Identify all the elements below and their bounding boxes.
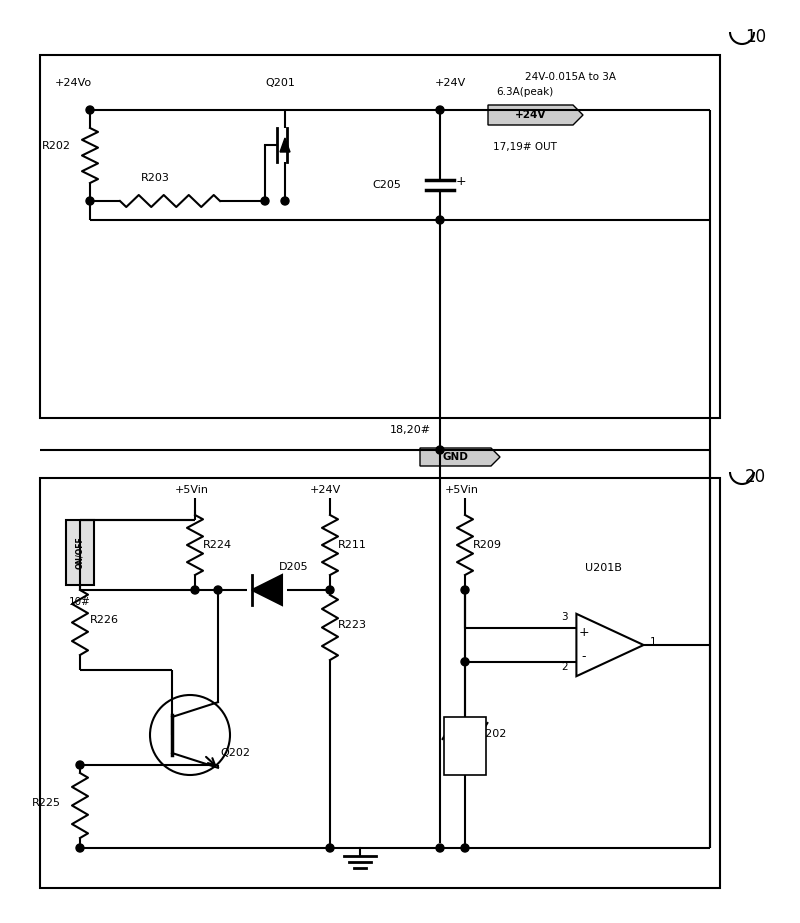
Text: R202: R202 — [42, 141, 71, 151]
Circle shape — [86, 106, 94, 114]
Text: R209: R209 — [473, 540, 502, 550]
Circle shape — [436, 446, 444, 454]
Circle shape — [436, 106, 444, 114]
Text: R224: R224 — [203, 540, 232, 550]
Circle shape — [436, 844, 444, 852]
Circle shape — [436, 216, 444, 224]
Text: R203: R203 — [141, 173, 170, 183]
Text: -: - — [582, 651, 586, 664]
Text: 18,20#: 18,20# — [390, 425, 431, 435]
Text: 1: 1 — [650, 637, 657, 647]
Bar — [444, 717, 486, 775]
Text: C205: C205 — [372, 180, 401, 190]
Circle shape — [76, 844, 84, 852]
Bar — [40, 55, 720, 418]
Text: 10: 10 — [745, 28, 766, 46]
Text: Q201: Q201 — [265, 78, 295, 88]
Text: +24Vo: +24Vo — [55, 78, 92, 88]
Circle shape — [461, 658, 469, 665]
Text: R225: R225 — [32, 798, 61, 808]
Text: +: + — [578, 627, 589, 640]
Text: R211: R211 — [338, 540, 367, 550]
Text: 6.3A(peak): 6.3A(peak) — [496, 87, 554, 97]
Text: GND: GND — [442, 452, 468, 462]
Text: 3: 3 — [562, 612, 568, 622]
Text: +24V: +24V — [515, 110, 546, 120]
Text: +24V: +24V — [435, 78, 466, 88]
Text: 2: 2 — [562, 662, 568, 672]
Circle shape — [326, 844, 334, 852]
Text: R226: R226 — [90, 615, 119, 625]
Text: U202: U202 — [477, 729, 506, 739]
Circle shape — [86, 197, 94, 205]
Text: Q202: Q202 — [220, 748, 250, 758]
Circle shape — [191, 586, 199, 594]
Text: R223: R223 — [338, 620, 367, 630]
Text: U201B: U201B — [585, 563, 622, 573]
Text: D205: D205 — [279, 562, 309, 572]
Text: +: + — [456, 175, 466, 188]
Circle shape — [281, 197, 289, 205]
Text: 24V-0.015A to 3A: 24V-0.015A to 3A — [525, 72, 616, 82]
Text: 10#: 10# — [69, 597, 91, 607]
Polygon shape — [280, 138, 290, 152]
Polygon shape — [449, 731, 481, 763]
Text: +5Vin: +5Vin — [175, 485, 209, 495]
Polygon shape — [252, 575, 282, 605]
Text: ON/OFF: ON/OFF — [75, 536, 85, 569]
Text: 20: 20 — [745, 468, 766, 486]
Circle shape — [261, 197, 269, 205]
Text: +5Vin: +5Vin — [445, 485, 479, 495]
Circle shape — [326, 586, 334, 594]
Circle shape — [76, 761, 84, 769]
Circle shape — [461, 586, 469, 594]
Bar — [66, 520, 94, 585]
Polygon shape — [420, 448, 500, 466]
Circle shape — [214, 586, 222, 594]
Polygon shape — [488, 105, 583, 125]
Bar — [40, 478, 720, 888]
Text: 17,19# OUT: 17,19# OUT — [493, 142, 557, 152]
Text: +24V: +24V — [310, 485, 342, 495]
Circle shape — [461, 844, 469, 852]
